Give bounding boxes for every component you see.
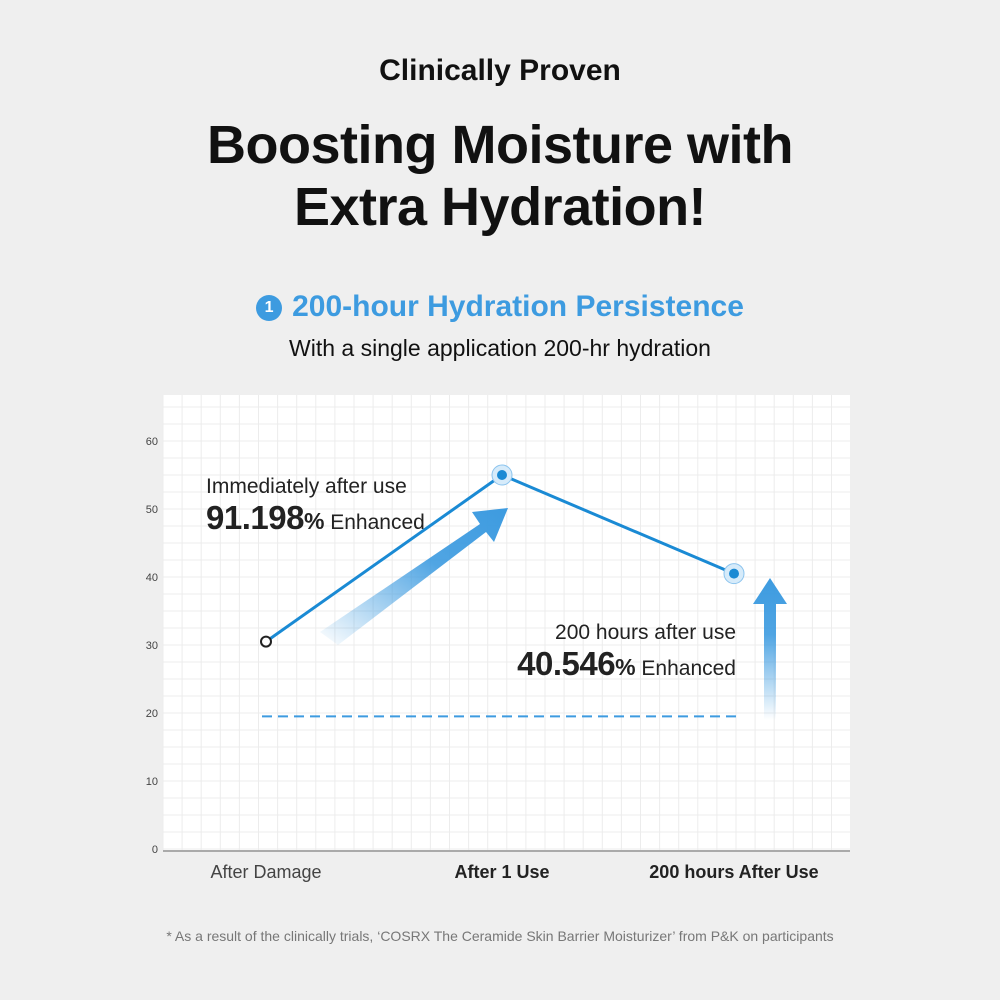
annotation-suffix: Enhanced [330,511,425,534]
increase-arrow-2 [753,578,787,720]
annotation-suffix: Enhanced [641,657,736,680]
annotation-label: 200 hours after use [555,621,736,644]
title-line-1: Boosting Moisture with [207,115,793,175]
annotation-2: 200 hours after use 40.546% Enhanced [517,621,736,683]
annotation-unit: % [303,508,325,534]
increase-arrow-1 [320,508,508,645]
y-tick-label: 40 [146,572,158,584]
number-badge: 1 [256,295,283,321]
y-tick-label: 50 [146,504,158,516]
footnote: * As a result of the clinically trials, … [166,928,834,944]
annotation-value: 40.546 [517,645,616,682]
x-tick-label: After 1 Use [454,862,549,882]
y-tick-label: 0 [152,844,158,856]
y-tick-label: 20 [146,708,158,720]
data-point [729,568,739,579]
annotation-1: Immediately after use 91.198% Enhanced [206,475,425,537]
x-tick-label: 200 hours After Use [649,862,818,882]
x-tick-label: After Damage [210,862,321,882]
data-point [260,635,272,648]
y-tick-label: 60 [146,436,158,448]
y-tick-label: 10 [146,776,158,788]
annotation-label: Immediately after use [206,475,407,498]
page-title: Boosting Moisture with Extra Hydration! [0,114,1000,238]
data-point [497,470,507,480]
kicker: Clinically Proven [379,54,621,87]
section-title-text: 200-hour Hydration Persistence [292,290,744,323]
annotation-value: 91.198 [206,499,304,536]
y-tick-label: 30 [146,640,158,652]
section-subtitle: With a single application 200-hr hydrati… [289,335,711,361]
section-title: 1 200-hour Hydration Persistence [0,290,1000,324]
annotation-unit: % [615,654,636,680]
grid [162,395,850,850]
title-line-2: Extra Hydration! [293,177,707,237]
